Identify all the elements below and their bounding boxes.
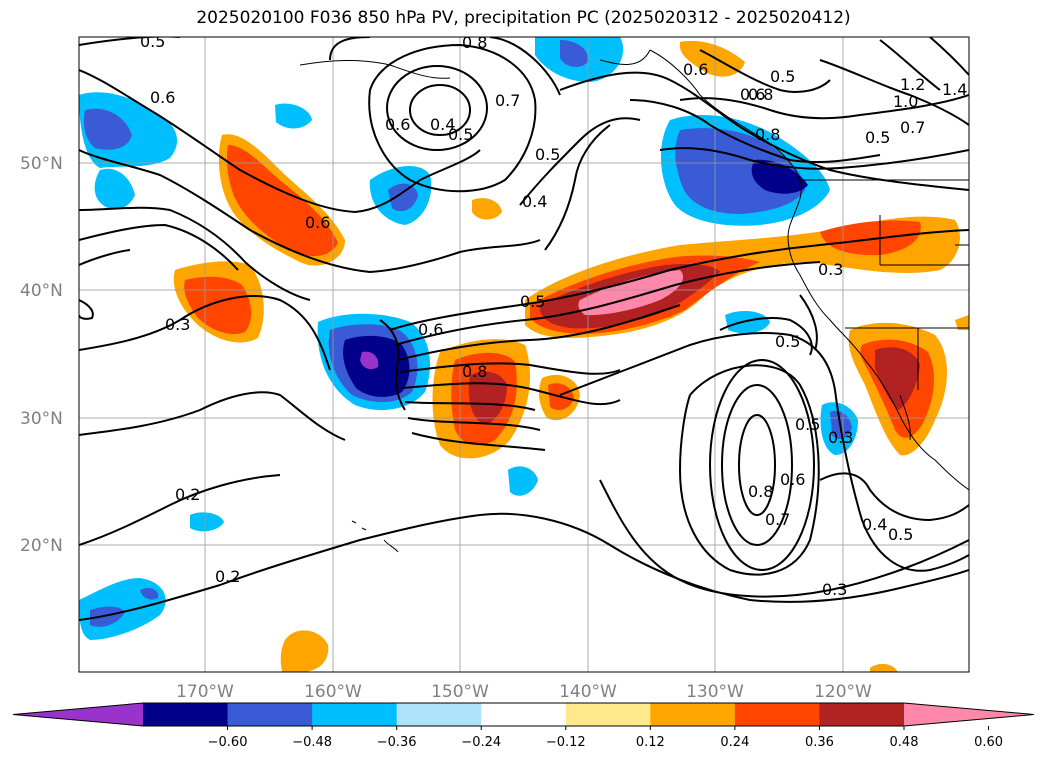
contour-label: 0.2 [215, 567, 240, 586]
precip-shading [79, 37, 969, 672]
contour-label: 0.6 [740, 85, 765, 104]
contour-label: 0.6 [418, 320, 443, 339]
contour-label: 0.6 [780, 470, 805, 489]
colorbar-swatch [819, 703, 905, 726]
colorbar-swatch [227, 703, 313, 726]
contour-label: 0.8 [462, 33, 487, 52]
contour-label: 0.6 [305, 213, 330, 232]
colorbar-swatch [312, 703, 398, 726]
lon-label: 160°W [304, 682, 362, 702]
colorbar-tick-label: −0.24 [461, 735, 501, 750]
lon-label: 150°W [431, 682, 489, 702]
colorbar-swatch [565, 703, 651, 726]
colorbar-swatch [396, 703, 482, 726]
colorbar-tick-label: 0.12 [636, 735, 665, 750]
gridlines [79, 37, 969, 672]
contour-label: 0.6 [385, 115, 410, 134]
latitude-labels: 50°N 40°N 30°N 20°N [20, 154, 63, 556]
contour-label: 1.2 [900, 75, 925, 94]
lon-label: 130°W [686, 682, 744, 702]
map-frame [78, 36, 970, 673]
contour-label: 0.6 [150, 88, 175, 107]
colorbar-swatch [650, 703, 736, 726]
pv-contours [79, 37, 969, 621]
lon-label: 170°W [176, 682, 234, 702]
colorbar-swatch [734, 703, 820, 726]
contour-label: 0.5 [775, 332, 800, 351]
lat-label: 30°N [20, 409, 63, 429]
contour-label: 0.4 [862, 515, 887, 534]
contour-label: 0.5 [795, 415, 820, 434]
colorbar-tick-label: 0.36 [805, 735, 834, 750]
contour-label: 0.5 [140, 32, 165, 51]
contour-label: 1.0 [893, 92, 918, 111]
colorbar-swatch [143, 703, 229, 726]
contour-label: 0.8 [462, 362, 487, 381]
contour-label: 0.3 [165, 315, 190, 334]
colorbar-outline [12, 702, 1035, 727]
map-title: 2025020100 F036 850 hPa PV, precipitatio… [196, 8, 851, 28]
contour-label: 1.4 [942, 80, 967, 99]
contour-label: 0.4 [430, 115, 455, 134]
colorbar-tick-label: −0.60 [208, 735, 248, 750]
contour-label: 0.5 [520, 292, 545, 311]
contour-label: 0.7 [765, 510, 790, 529]
lat-label: 40°N [20, 281, 63, 301]
contour-label: 0.3 [818, 260, 843, 279]
colorbar: −0.60 −0.48 −0.36 −0.24 −0.12 0.12 0.24 0.36 0.4… [12, 702, 1035, 750]
colorbar-tick-label: −0.36 [377, 735, 417, 750]
contour-label: 0.5 [865, 128, 890, 147]
colorbar-tick-label: 0.24 [720, 735, 749, 750]
colorbar-tick-label: 0.60 [974, 735, 1003, 750]
contour-label: 0.5 [535, 145, 560, 164]
contour-label: 0.8 [755, 125, 780, 144]
contour-label: 0.4 [522, 192, 547, 211]
contour-label: 0.3 [822, 580, 847, 599]
contour-label: 0.7 [900, 118, 925, 137]
colorbar-extension-low [13, 703, 143, 726]
contour-label: 0.7 [495, 91, 520, 110]
contour-label: 0.8 [748, 85, 773, 104]
colorbar-tick-label: −0.48 [292, 735, 332, 750]
coastlines [299, 49, 969, 553]
contour-label: 0.2 [175, 485, 200, 504]
colorbar-extension-high [904, 703, 1034, 726]
contour-label: 0.5 [888, 525, 913, 544]
contour-label: 0.5 [770, 67, 795, 86]
colorbar-tick-label: 0.48 [890, 735, 919, 750]
contour-label: 0.3 [828, 428, 853, 447]
colorbar-swatch [481, 703, 567, 726]
colorbar-tick-label: −0.12 [546, 735, 586, 750]
contour-label: 0.5 [448, 125, 473, 144]
contour-label: 0.8 [748, 482, 773, 501]
lat-label: 20°N [20, 536, 63, 556]
lon-label: 120°W [814, 682, 872, 702]
contour-labels: 0.5 0.8 0.6 0.6 0.4 0.5 0.7 0.5 0.4 0.6 … [140, 32, 967, 599]
longitude-labels: 170°W 160°W 150°W 140°W 130°W 120°W [176, 682, 872, 702]
contour-label: 0.6 [683, 60, 708, 79]
lat-label: 50°N [20, 154, 63, 174]
lon-label: 140°W [559, 682, 617, 702]
